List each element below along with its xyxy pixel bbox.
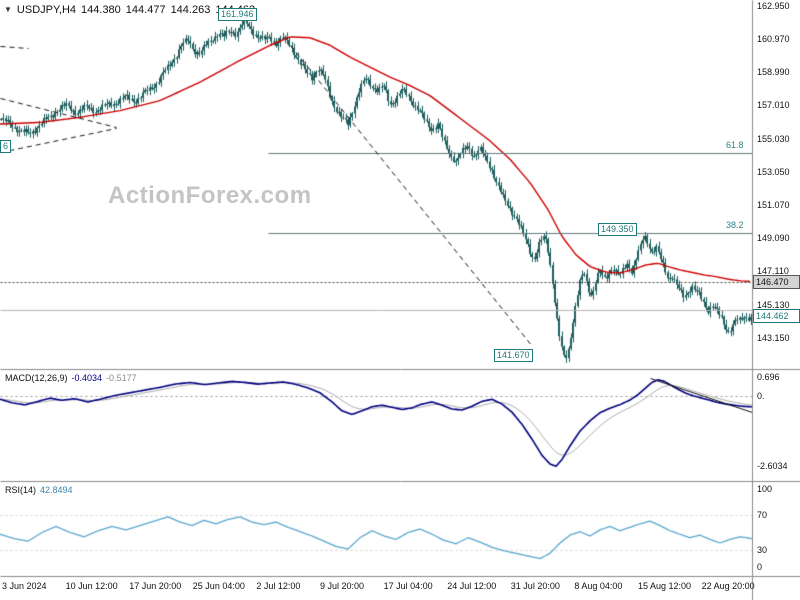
macd-name: MACD(12,26,9) xyxy=(5,373,68,383)
price-axis-label: 147.110 xyxy=(757,266,789,277)
rsi-axis-label: 70 xyxy=(757,510,768,521)
fib-level-label: 61.8 xyxy=(726,139,744,150)
rsi-axis-label: 30 xyxy=(757,544,768,555)
time-axis-label: 3 Jun 2024 xyxy=(2,581,47,591)
ohlc-open: 144.380 xyxy=(81,4,121,16)
time-axis-label: 17 Jun 20:00 xyxy=(129,581,182,591)
macd-main-value: -0.4034 xyxy=(71,373,103,383)
watermark: ActionForex.com xyxy=(108,182,312,209)
price-annotation: 149.350 xyxy=(598,223,637,236)
time-axis-label: 2 Jul 12:00 xyxy=(256,581,301,591)
ohlc-high: 144.477 xyxy=(125,4,166,16)
price-annotation: 161.946 xyxy=(218,8,257,21)
price-axis-label: 149.090 xyxy=(757,233,790,244)
rsi-axis-label: 100 xyxy=(757,484,773,494)
macd-label: MACD(12,26,9) -0.4034 -0.5177 xyxy=(5,373,141,383)
time-axis-label: 17 Jul 04:00 xyxy=(383,581,433,591)
ohlc-low: 144.263 xyxy=(170,4,211,16)
rsi-name: RSI(14) xyxy=(5,485,37,495)
macd-axis-label: 0.696 xyxy=(757,372,780,383)
price-axis-label: 153.050 xyxy=(757,166,790,177)
time-axis-label: 10 Jun 12:00 xyxy=(65,581,118,591)
time-axis-label: 8 Aug 04:00 xyxy=(574,581,623,591)
price-axis-label: 151.070 xyxy=(757,200,790,211)
price-annotation: 141.670 xyxy=(494,349,533,362)
time-axis-label: 22 Aug 20:00 xyxy=(701,581,755,591)
rsi-axis-label: 0 xyxy=(757,562,763,572)
time-axis-label: 9 Jul 20:00 xyxy=(320,581,365,591)
price-axis-label: 143.150 xyxy=(757,332,790,343)
price-axis-label: 162.950 xyxy=(757,0,790,11)
price-axis-box: 144.462 xyxy=(753,308,800,323)
macd-signal-value: -0.5177 xyxy=(106,373,137,383)
price-axis-label: 157.010 xyxy=(757,100,790,111)
time-axis-label: 24 Jul 12:00 xyxy=(447,581,497,591)
symbol-marker-icon: ▼ xyxy=(4,5,12,14)
symbol-label: USDJPY,H4 xyxy=(16,4,77,16)
time-axis-label: 25 Jun 04:00 xyxy=(192,581,245,591)
time-axis-label: 15 Aug 12:00 xyxy=(638,581,692,591)
macd-axis-label: -2.6034 xyxy=(757,461,788,472)
price-axis-label: 160.970 xyxy=(757,34,790,45)
time-axis-label: 31 Jul 20:00 xyxy=(510,581,560,591)
price-axis-box: 146.470 xyxy=(753,275,800,290)
price-annotation: 6 xyxy=(0,140,12,153)
price-axis-label: 155.030 xyxy=(757,133,790,144)
fib-level-label: 38.2 xyxy=(726,219,744,230)
price-axis-label: 158.990 xyxy=(757,67,790,78)
rsi-value: 42.8494 xyxy=(40,485,73,495)
macd-axis-label: 0. xyxy=(757,391,765,401)
rsi-label: RSI(14) 42.8494 xyxy=(5,485,77,495)
price-axis-label: 145.130 xyxy=(757,299,790,310)
